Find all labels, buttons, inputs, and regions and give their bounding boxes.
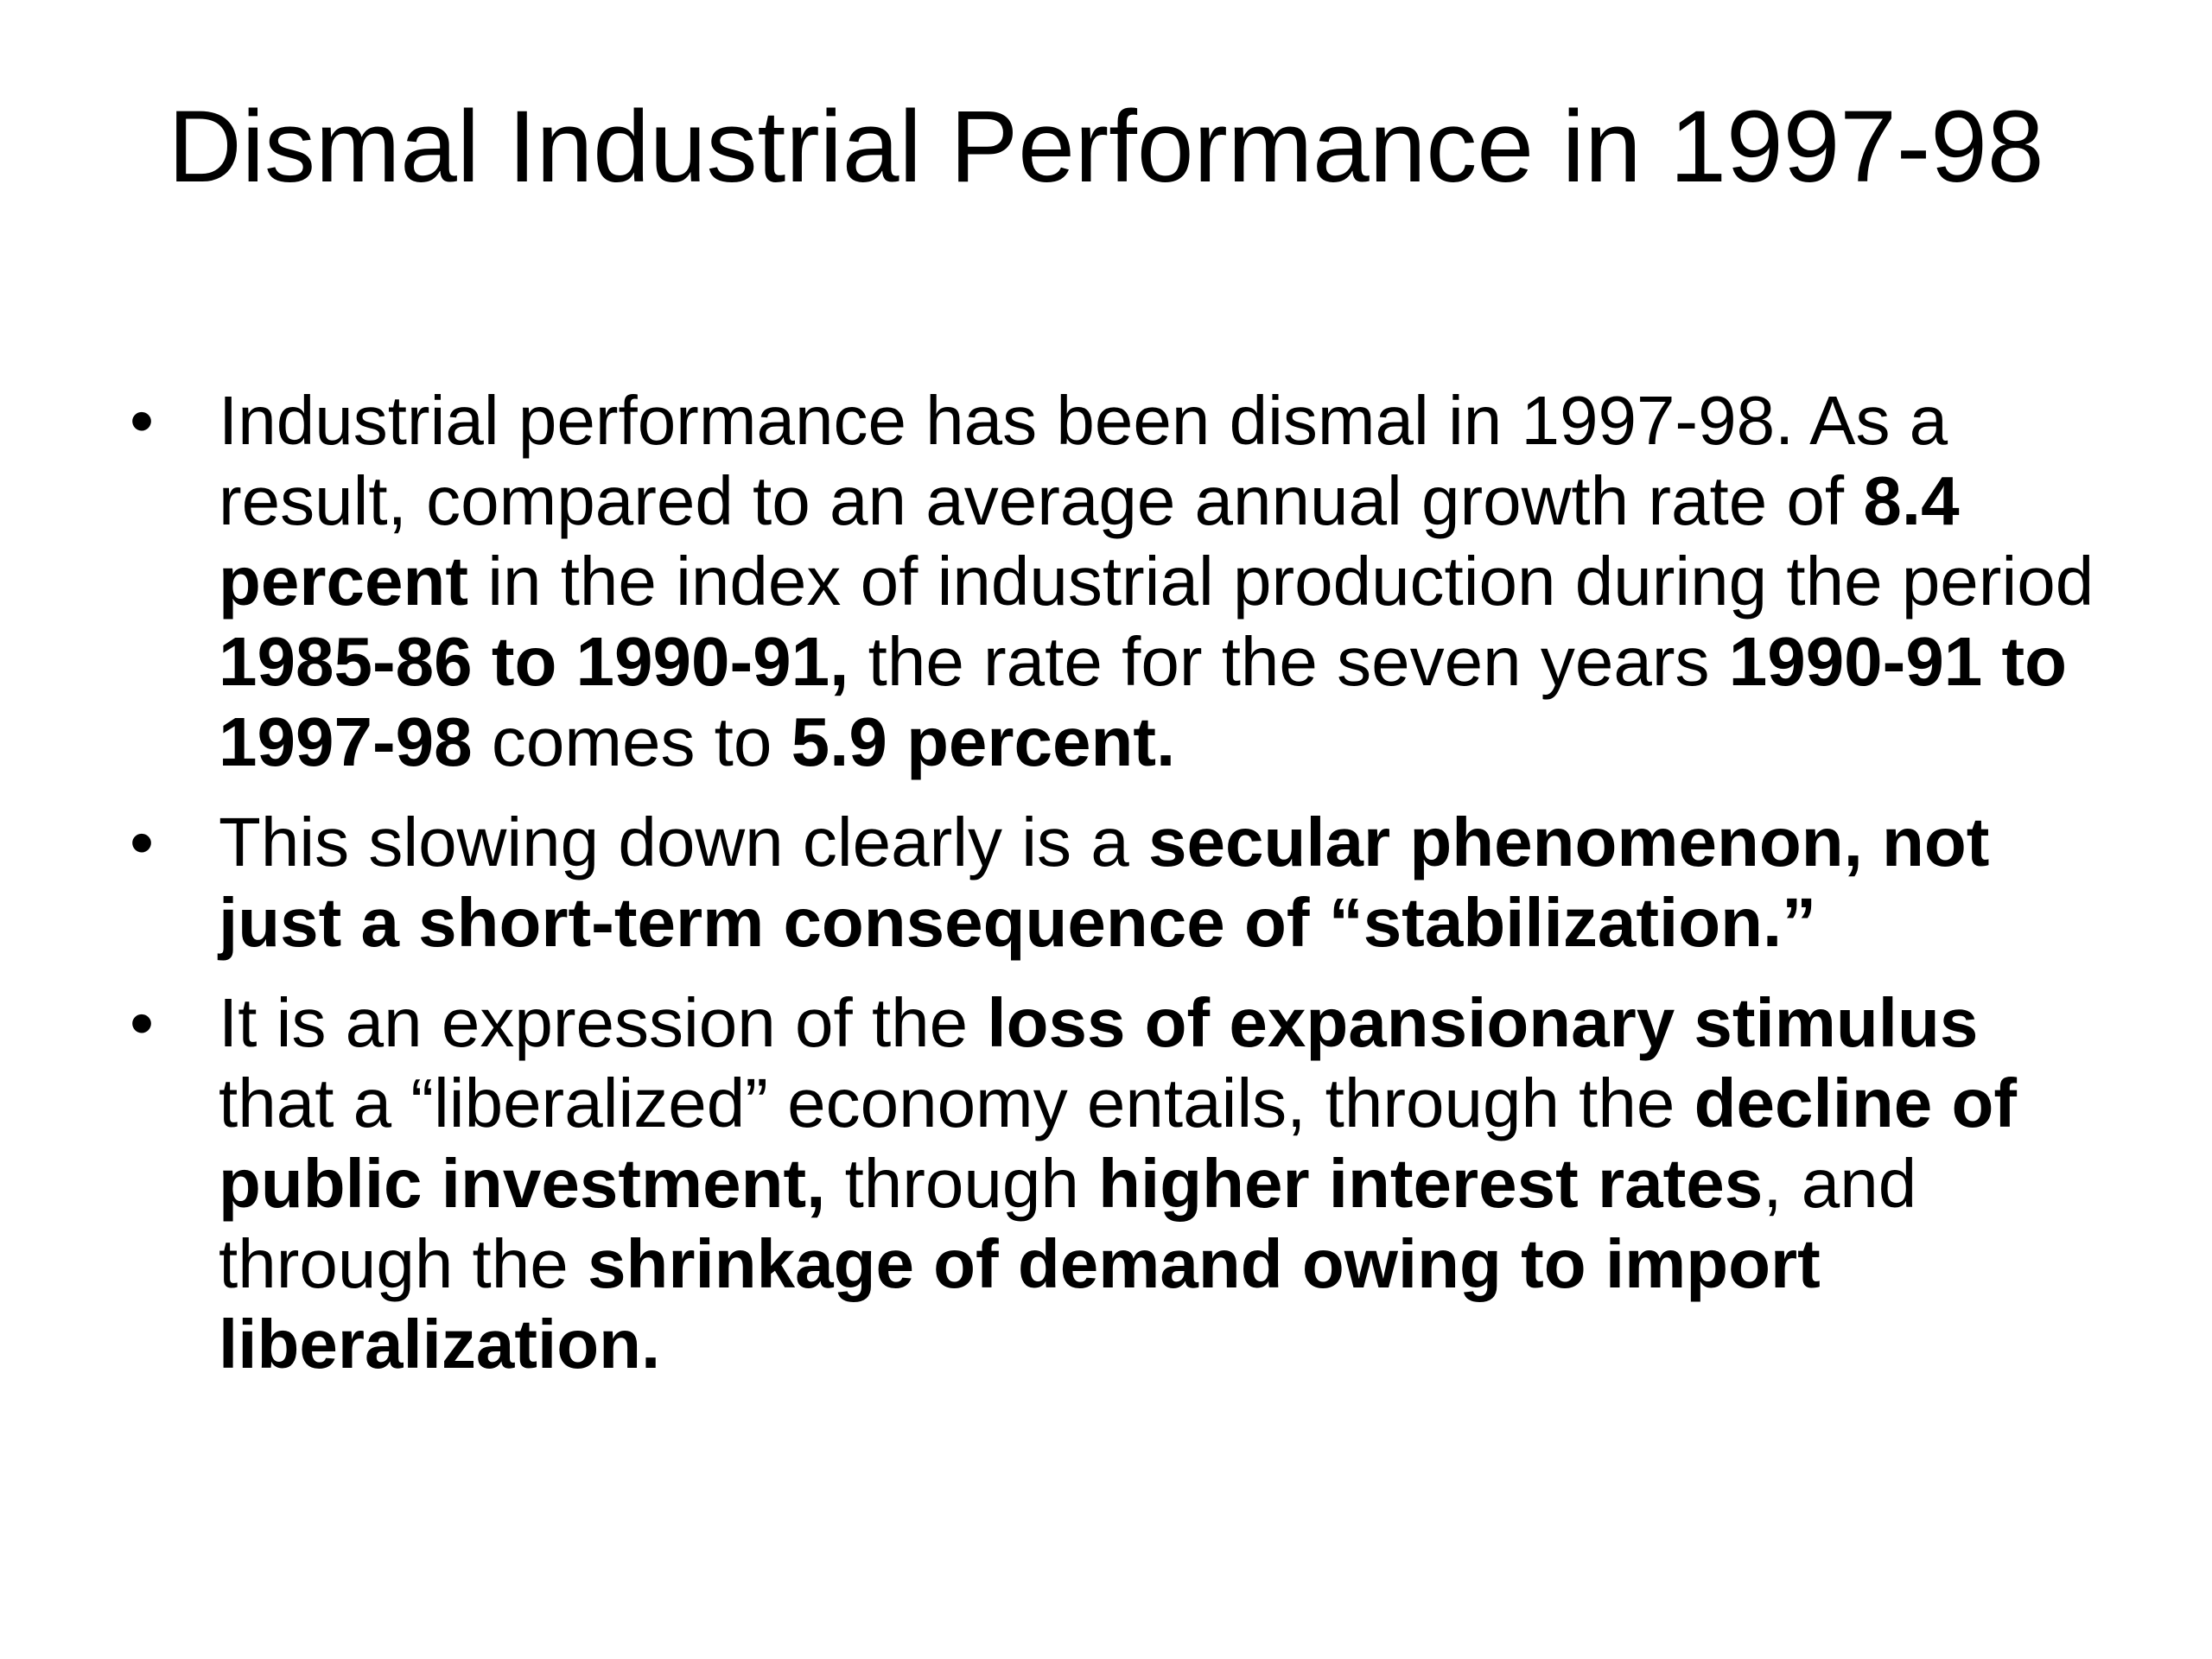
bullet-item-3: • It is an expression of the loss of exp… [130,982,2108,1384]
bullet-item-2: • This slowing down clearly is a secular… [130,802,2108,963]
bullet-text-segment-bold: decline of public investment, [219,1065,2018,1222]
bullet-text-segment-bold: loss of expansionary stimulus [987,984,1979,1061]
bullet-text-segment-bold: 1985-86 to 1990-91, [219,623,849,700]
bullet-text-segment-bold: shrinkage of demand owing to import libe… [219,1225,1821,1382]
bullet-text-segment: Industrial performance has been dismal i… [219,382,1948,539]
bullet-dot-icon: • [130,984,155,1061]
bullet-dot-icon: • [130,382,155,459]
bullet-item-1: • Industrial performance has been dismal… [130,380,2108,782]
bullet-dot-icon: • [130,804,155,880]
bullet-text-segment: comes to [472,703,791,780]
bullet-list: • Industrial performance has been dismal… [130,380,2108,1404]
bullet-text-segment: the rate for the seven years [849,623,1729,700]
bullet-text-segment-bold: 5.9 percent. [791,703,1176,780]
bullet-text-segment-bold: 1990-91 to 1997-98 [219,623,2068,780]
bullet-text-segment: in the index of industrial production du… [467,543,2094,620]
bullet-text-segment: It is an expression of the [219,984,988,1061]
bullet-text-segment: , and through the [219,1145,1917,1302]
bullet-text-segment-bold: higher interest rates [1098,1145,1764,1222]
bullet-text-segment: that a “liberalized” economy entails, th… [219,1065,1694,1141]
bullet-text-segment-bold: 8.4 percent [219,462,1960,620]
bullet-text-segment-bold: secular phenomenon, not just a short-ter… [219,804,1990,961]
bullet-text-segment: through [825,1145,1099,1222]
slide-title: Dismal Industrial Performance in 1997-98 [168,90,2044,204]
bullet-text-segment: This slowing down clearly is a [219,804,1148,880]
